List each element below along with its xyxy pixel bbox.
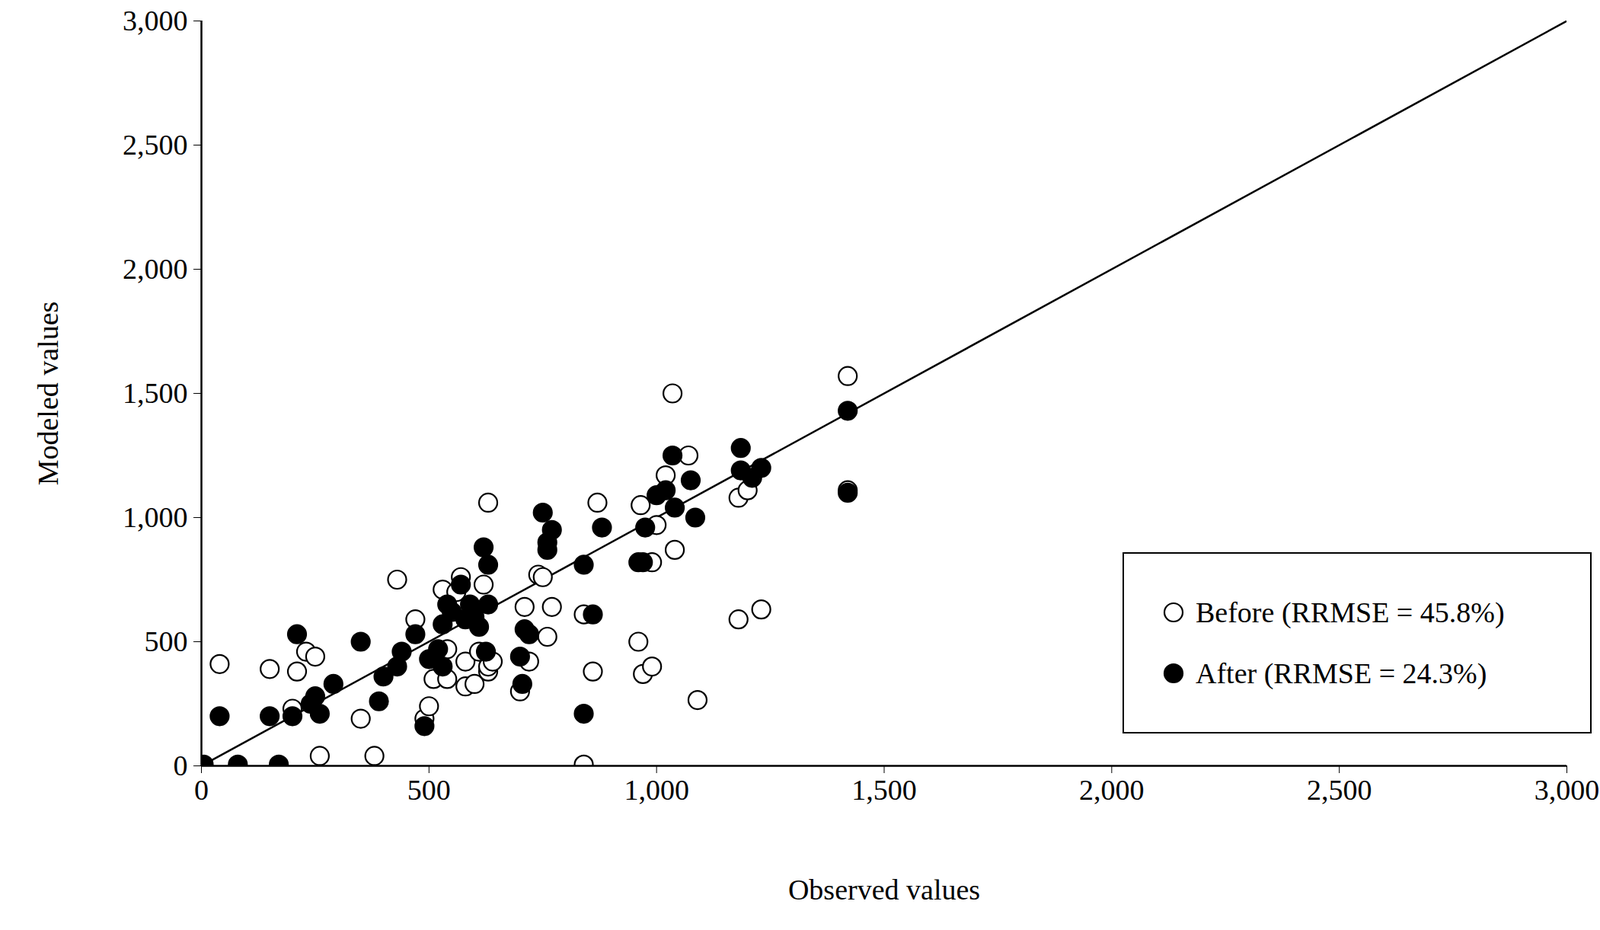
svg-text:2,500: 2,500	[1306, 773, 1373, 806]
svg-text:2,000: 2,000	[1079, 773, 1145, 806]
svg-text:Observed values: Observed values	[788, 873, 981, 906]
svg-text:0: 0	[173, 749, 189, 782]
svg-text:2,000: 2,000	[122, 252, 189, 285]
svg-text:3,000: 3,000	[122, 4, 189, 37]
html-text:After (RRMSE = 24.3%): After (RRMSE = 24.3%)	[1195, 657, 1487, 690]
svg-text:1,500: 1,500	[851, 773, 917, 806]
svg-text:0: 0	[194, 773, 209, 806]
svg-text:3,000: 3,000	[1534, 773, 1600, 806]
svg-text:2,500: 2,500	[122, 128, 189, 161]
html-text:Before (RRMSE = 45.8%): Before (RRMSE = 45.8%)	[1195, 596, 1505, 629]
svg-text:1,000: 1,000	[122, 501, 189, 534]
svg-text:Modeled values: Modeled values	[31, 301, 64, 486]
svg-text:1,500: 1,500	[122, 376, 189, 409]
svg-text:1,000: 1,000	[623, 773, 690, 806]
svg-text:500: 500	[407, 773, 451, 806]
svg-text:500: 500	[144, 625, 189, 658]
